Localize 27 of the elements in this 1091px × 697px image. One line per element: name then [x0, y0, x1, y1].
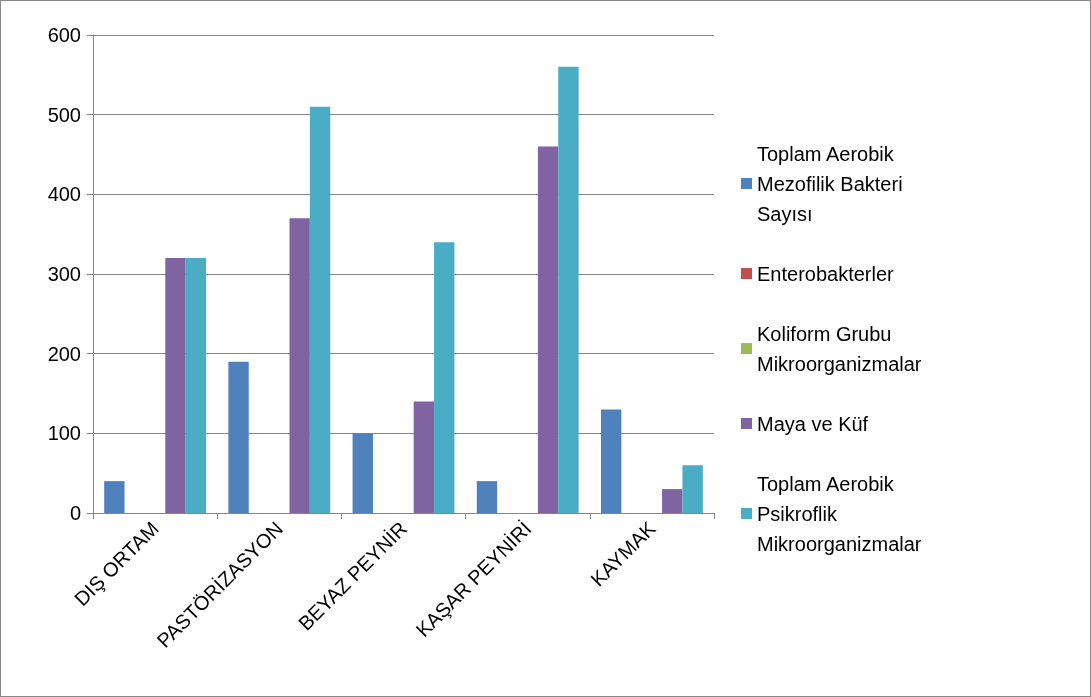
- bar: [476, 481, 498, 513]
- y-tick-label: 200: [47, 342, 81, 365]
- bar: [558, 66, 579, 513]
- y-tick-label: 400: [47, 183, 81, 206]
- y-tick-label: 0: [69, 502, 81, 524]
- bar: [434, 242, 455, 513]
- bar: [352, 433, 373, 513]
- bar: [185, 258, 207, 513]
- y-tick-label: 100: [47, 422, 81, 445]
- bar: [309, 106, 331, 513]
- bar: [165, 258, 186, 513]
- y-tick-label: 600: [47, 24, 81, 46]
- bar: [537, 146, 559, 513]
- bar: [289, 218, 310, 513]
- legend-label: Toplam Aerobik Mezofilik Bakteri Sayısı: [757, 142, 909, 225]
- bar: [662, 489, 683, 513]
- legend-label: Maya ve Küf: [757, 412, 869, 435]
- y-tick-label: 500: [47, 103, 81, 126]
- legend-label: Toplam Aerobik Psikroflik Mikroorganizmalar: [757, 472, 922, 555]
- bar: [104, 481, 125, 513]
- legend-label: Enterobakterler: [757, 262, 895, 285]
- bar: [413, 401, 435, 513]
- y-tick-label: 300: [47, 263, 81, 285]
- bar: [228, 361, 249, 513]
- bar: [600, 409, 622, 513]
- bar: [682, 465, 703, 513]
- legend-label: Koliform Grubu Mikroorganizmalar: [757, 322, 922, 375]
